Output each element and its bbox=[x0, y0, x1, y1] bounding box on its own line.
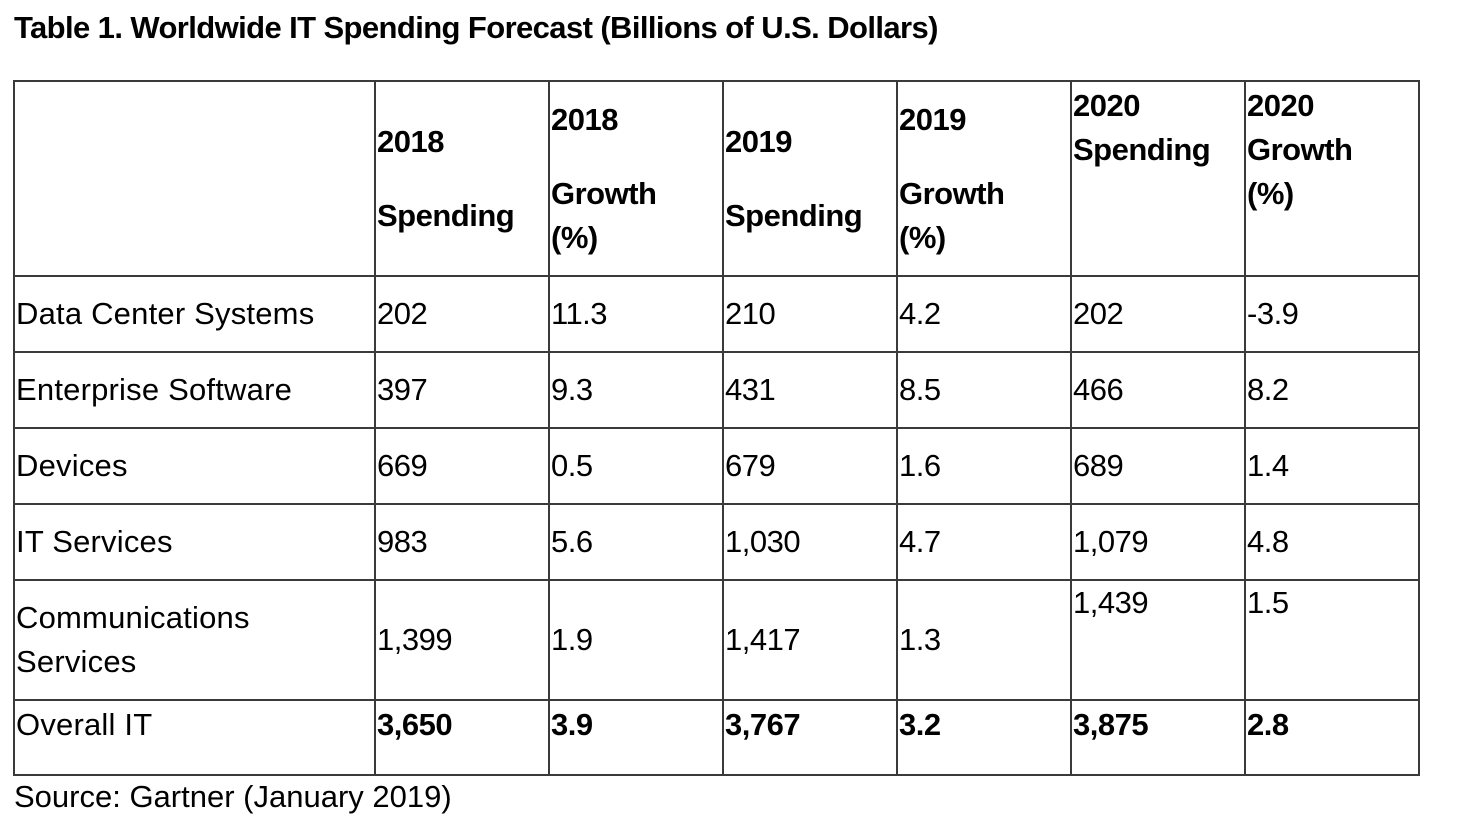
cell-2018-spending: 202 bbox=[374, 275, 550, 353]
table-row: Communications Services 1,399 1.9 1,417 … bbox=[13, 579, 1420, 701]
header-2020-growth: 2020 Growth (%) bbox=[1244, 80, 1420, 277]
table-row: Devices 669 0.5 679 1.6 689 1.4 bbox=[13, 427, 1420, 505]
row-label: Communications Services bbox=[13, 579, 376, 701]
table-row: IT Services 983 5.6 1,030 4.7 1,079 4.8 bbox=[13, 503, 1420, 581]
cell-2018-growth: 1.9 bbox=[548, 579, 724, 701]
cell-2019-spending: 3,767 bbox=[722, 699, 898, 776]
header-line: Growth bbox=[899, 175, 1005, 211]
cell-2019-growth: 3.2 bbox=[896, 699, 1072, 776]
cell-2019-spending: 1,417 bbox=[722, 579, 898, 701]
it-spending-table: 2018 Spending 2018 Growth (%) 2019 Spend… bbox=[13, 80, 1420, 776]
header-line: 2020 bbox=[1247, 88, 1314, 123]
cell-2018-spending: 983 bbox=[374, 503, 550, 581]
header-line: (%) bbox=[551, 219, 598, 255]
cell-2020-growth: -3.9 bbox=[1244, 275, 1420, 353]
cell-2020-spending: 202 bbox=[1070, 275, 1246, 353]
cell-2019-growth: 1.6 bbox=[896, 427, 1072, 505]
header-2018-growth: 2018 Growth (%) bbox=[548, 80, 724, 277]
cell-2020-spending: 689 bbox=[1070, 427, 1246, 505]
row-label: Data Center Systems bbox=[13, 275, 376, 353]
cell-2019-growth: 8.5 bbox=[896, 351, 1072, 429]
cell-2020-growth: 1.4 bbox=[1244, 427, 1420, 505]
row-label: Devices bbox=[13, 427, 376, 505]
table-row: Enterprise Software 397 9.3 431 8.5 466 … bbox=[13, 351, 1420, 429]
cell-2018-spending: 1,399 bbox=[374, 579, 550, 701]
header-line: 2019 bbox=[725, 123, 792, 159]
row-label: IT Services bbox=[13, 503, 376, 581]
cell-2018-growth: 3.9 bbox=[548, 699, 724, 776]
row-label: Overall IT bbox=[13, 699, 376, 776]
cell-2019-spending: 210 bbox=[722, 275, 898, 353]
table-row: Data Center Systems 202 11.3 210 4.2 202… bbox=[13, 275, 1420, 353]
cell-2020-growth: 2.8 bbox=[1244, 699, 1420, 776]
cell-2018-spending: 397 bbox=[374, 351, 550, 429]
cell-2018-spending: 669 bbox=[374, 427, 550, 505]
header-spacer bbox=[377, 164, 547, 194]
header-line: 2018 bbox=[551, 101, 618, 137]
header-spacer bbox=[899, 142, 1069, 172]
header-2019-growth: 2019 Growth (%) bbox=[896, 80, 1072, 277]
header-spacer bbox=[551, 142, 721, 172]
source-note: Source: Gartner (January 2019) bbox=[14, 779, 452, 814]
header-line: Spending bbox=[725, 197, 863, 233]
header-line: 2018 bbox=[377, 123, 444, 159]
header-2020-spending: 2020 Spending bbox=[1070, 80, 1246, 277]
cell-2020-spending: 1,439 bbox=[1070, 579, 1246, 701]
cell-2018-spending: 3,650 bbox=[374, 699, 550, 776]
cell-2019-spending: 679 bbox=[722, 427, 898, 505]
cell-2018-growth: 11.3 bbox=[548, 275, 724, 353]
header-line: Spending bbox=[1073, 132, 1211, 167]
row-label: Enterprise Software bbox=[13, 351, 376, 429]
cell-2018-growth: 9.3 bbox=[548, 351, 724, 429]
header-line: 2019 bbox=[899, 101, 966, 137]
header-line: Growth bbox=[551, 175, 657, 211]
cell-2020-growth: 4.8 bbox=[1244, 503, 1420, 581]
cell-2020-spending: 466 bbox=[1070, 351, 1246, 429]
cell-2019-growth: 1.3 bbox=[896, 579, 1072, 701]
cell-2018-growth: 5.6 bbox=[548, 503, 724, 581]
cell-2019-spending: 431 bbox=[722, 351, 898, 429]
table-title: Table 1. Worldwide IT Spending Forecast … bbox=[14, 10, 938, 45]
cell-2020-spending: 1,079 bbox=[1070, 503, 1246, 581]
header-spacer bbox=[725, 164, 895, 194]
cell-2019-growth: 4.7 bbox=[896, 503, 1072, 581]
header-line: Growth bbox=[1247, 132, 1353, 167]
header-line: Spending bbox=[377, 197, 515, 233]
cell-2018-growth: 0.5 bbox=[548, 427, 724, 505]
table-row-total: Overall IT 3,650 3.9 3,767 3.2 3,875 2.8 bbox=[13, 699, 1420, 776]
cell-2020-growth: 8.2 bbox=[1244, 351, 1420, 429]
header-line: (%) bbox=[1247, 176, 1294, 211]
cell-2019-spending: 1,030 bbox=[722, 503, 898, 581]
cell-2020-spending: 3,875 bbox=[1070, 699, 1246, 776]
header-2018-spending: 2018 Spending bbox=[374, 80, 550, 277]
header-cell-empty bbox=[13, 80, 376, 277]
cell-2020-growth: 1.5 bbox=[1244, 579, 1420, 701]
header-row: 2018 Spending 2018 Growth (%) 2019 Spend… bbox=[13, 80, 1420, 277]
cell-2019-growth: 4.2 bbox=[896, 275, 1072, 353]
header-line: (%) bbox=[899, 219, 946, 255]
header-line: 2020 bbox=[1073, 88, 1140, 123]
header-2019-spending: 2019 Spending bbox=[722, 80, 898, 277]
